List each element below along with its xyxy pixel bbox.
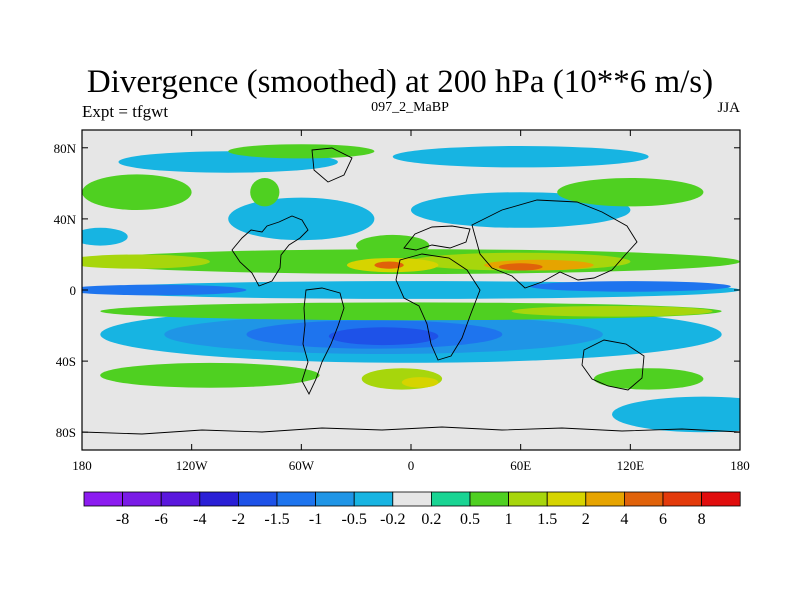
colorbar-box xyxy=(469,491,509,507)
contour-region xyxy=(100,362,320,388)
colorbar-box xyxy=(237,491,278,507)
contour-region xyxy=(228,197,375,241)
colorbar-boxes xyxy=(83,491,741,507)
colorbar-label: -0.2 xyxy=(380,511,405,528)
colorbar-label: 0.2 xyxy=(421,511,441,528)
colorbar-labels: -8 -6 -4 -2 -1.5 -1 -0.5 -0.2 0.2 0.5 1 1.5 2 4 6 8 xyxy=(116,511,706,528)
colorbar-box xyxy=(392,491,432,507)
contour-region xyxy=(529,281,731,292)
colorbar-label: -1.5 xyxy=(264,511,289,528)
y-tick-label: 40S xyxy=(56,354,76,369)
south-america-coast xyxy=(301,287,345,396)
colorbar-label: -6 xyxy=(155,511,168,528)
contour-region xyxy=(356,234,430,257)
colorbar-box xyxy=(199,491,239,507)
case-label: 097_2_MaBP xyxy=(371,100,449,115)
colorbar-label: 2 xyxy=(582,511,590,528)
y-tick-label: 80S xyxy=(56,425,76,440)
colorbar-label: 1 xyxy=(505,511,513,528)
contour-region xyxy=(498,263,543,271)
contour-region xyxy=(82,254,210,269)
colorbar-label: 8 xyxy=(698,511,706,528)
x-axis: 180 120W 60W 0 60E 120E 180 xyxy=(72,130,750,473)
colorbar-label: -4 xyxy=(193,511,206,528)
x-tick-label: 180 xyxy=(730,458,750,473)
contour-region xyxy=(392,146,649,168)
contour-region xyxy=(250,178,280,207)
colorbar-label: -0.5 xyxy=(342,511,367,528)
contour-region xyxy=(401,377,439,388)
colorbar-box xyxy=(508,491,548,507)
y-tick-label: 80N xyxy=(54,141,77,156)
contour-layer xyxy=(82,144,740,433)
coastline-layer xyxy=(82,147,740,435)
colorbar-label: 6 xyxy=(659,511,667,528)
australia-coast xyxy=(581,339,645,391)
x-tick-label: 180 xyxy=(72,458,92,473)
x-tick-label: 0 xyxy=(408,458,415,473)
chart-title: Divergence (smoothed) at 200 hPa (10**6 … xyxy=(86,64,714,100)
colorbar-label: 0.5 xyxy=(460,511,480,528)
contour-region xyxy=(82,284,247,296)
colorbar-box xyxy=(546,491,587,507)
north-america-coast xyxy=(231,215,309,287)
contour-region xyxy=(374,261,404,269)
contour-region xyxy=(593,368,704,390)
colorbar-box xyxy=(662,491,702,507)
map-plot: 180 120W 60W 0 60E 120E 180 80N 40N 0 40S 80S xyxy=(54,129,750,473)
contour-region xyxy=(82,174,192,210)
colorbar-box xyxy=(83,491,123,507)
x-tick-label: 120W xyxy=(176,458,209,473)
contour-region xyxy=(557,178,704,207)
x-tick-label: 120E xyxy=(617,458,645,473)
y-tick-label: 40N xyxy=(54,212,77,227)
colorbar-box xyxy=(353,491,394,507)
colorbar-box xyxy=(315,491,355,507)
colorbar-label: -8 xyxy=(116,511,129,528)
colorbar-box xyxy=(585,491,625,507)
contour-region xyxy=(328,327,439,346)
colorbar-label: -2 xyxy=(232,511,245,528)
colorbar-box xyxy=(430,491,471,507)
colorbar-box xyxy=(701,491,741,507)
contour-region xyxy=(511,306,713,317)
antarctica-coast xyxy=(82,426,740,435)
europe-coast xyxy=(403,225,471,251)
y-axis: 80N 40N 0 40S 80S xyxy=(54,141,740,440)
season-label: JJA xyxy=(717,100,740,116)
asia-coast xyxy=(471,199,638,289)
africa-coast xyxy=(395,253,481,361)
x-tick-label: 60E xyxy=(510,458,531,473)
colorbar-box xyxy=(122,491,162,507)
greenland-coast xyxy=(311,147,353,183)
contour-region xyxy=(612,396,740,433)
colorbar-label: 4 xyxy=(620,511,628,528)
experiment-label: Expt = tfgwt xyxy=(82,102,169,121)
contour-region xyxy=(228,144,375,159)
colorbar-label: 1.5 xyxy=(537,511,557,528)
x-tick-label: 60W xyxy=(289,458,315,473)
colorbar-box xyxy=(624,491,664,507)
contour-region xyxy=(82,227,128,246)
colorbar: -8 -6 -4 -2 -1.5 -1 -0.5 -0.2 0.2 0.5 1 1.5 2 4 6 8 xyxy=(83,491,741,528)
y-tick-label: 0 xyxy=(70,283,77,298)
colorbar-box xyxy=(276,491,316,507)
colorbar-box xyxy=(160,491,201,507)
colorbar-label: -1 xyxy=(309,511,322,528)
